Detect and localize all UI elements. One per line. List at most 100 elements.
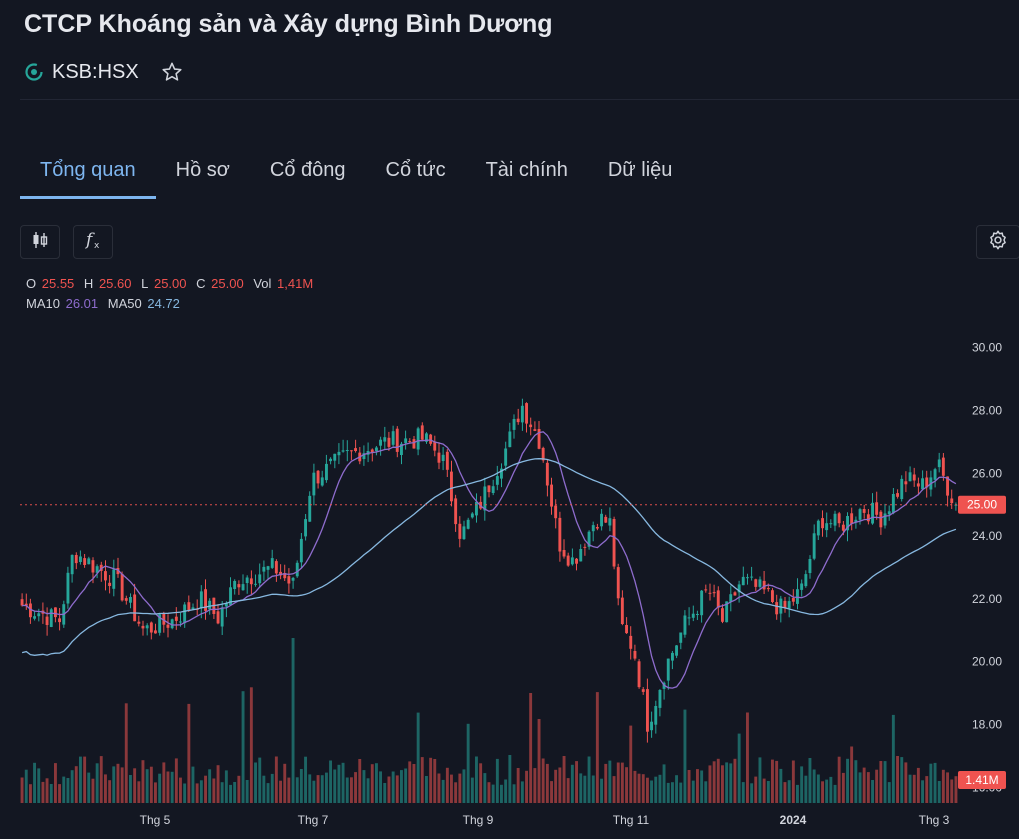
candle-body — [420, 425, 424, 440]
candle-body — [70, 554, 74, 575]
volume-bar — [283, 763, 287, 803]
candle-body — [454, 498, 458, 525]
volume-bar — [58, 784, 61, 803]
chart-type-button[interactable] — [20, 225, 60, 259]
ma50-label: MA50 — [107, 296, 142, 311]
candle-body — [637, 661, 641, 688]
candle-body — [950, 498, 954, 504]
volume-bar — [74, 766, 78, 803]
star-icon[interactable] — [161, 61, 183, 83]
candle-body — [58, 618, 61, 623]
candle-body — [871, 502, 874, 524]
volume-bar — [116, 763, 120, 803]
volume-bar — [800, 766, 804, 803]
volume-bar — [525, 770, 528, 803]
volume-bar — [654, 776, 658, 803]
candle-body — [821, 518, 824, 529]
candle-body — [716, 590, 720, 608]
candle-body — [800, 583, 804, 590]
ma50-value: 24.72 — [147, 296, 180, 311]
candle-body — [391, 431, 395, 445]
volume-bar — [245, 780, 249, 803]
volume-bar — [420, 757, 424, 803]
candle-body — [650, 721, 653, 731]
candle-body — [862, 509, 866, 513]
candle-body — [337, 451, 341, 456]
candle-body — [750, 576, 754, 578]
candle-body — [675, 645, 678, 656]
volume-bar — [946, 772, 949, 803]
candle-body — [691, 613, 695, 618]
volume-bar — [533, 768, 537, 803]
candle-body — [379, 439, 382, 446]
chart-settings-button[interactable] — [976, 225, 1019, 259]
volume-bar — [896, 756, 899, 803]
volume-bar — [550, 781, 553, 803]
candle-body — [504, 448, 508, 466]
volume-bar — [916, 767, 920, 803]
volume-bar — [400, 770, 403, 803]
volume-bar — [462, 769, 466, 803]
volume-bar — [454, 782, 458, 803]
volume-bar — [120, 767, 124, 803]
volume-bar — [508, 755, 512, 803]
volume-bar — [921, 780, 924, 803]
volume-bar — [445, 767, 449, 803]
candle-body — [79, 556, 82, 562]
volume-bar — [591, 775, 595, 803]
candle-body — [879, 511, 883, 528]
low-value: 25.00 — [153, 276, 187, 291]
volume-bar — [41, 781, 45, 803]
volume-bar — [862, 767, 866, 803]
volume-bar — [166, 771, 170, 803]
volume-bar — [725, 762, 729, 803]
candle-body — [866, 514, 870, 522]
volume-bar — [662, 764, 666, 803]
indicators-button[interactable]: f x — [73, 225, 113, 259]
candle-body — [754, 579, 758, 587]
tab-profile[interactable]: Hồ sơ — [175, 159, 230, 181]
volume-bar — [866, 772, 870, 803]
candle-body — [174, 616, 178, 621]
tab-dividends[interactable]: Cổ tức — [385, 159, 446, 181]
tab-shareholders[interactable]: Cổ đông — [269, 159, 346, 181]
volume-bar — [54, 763, 57, 803]
candle-body — [320, 477, 324, 486]
volume-bar — [174, 758, 178, 803]
candle-body — [74, 555, 78, 564]
volume-bar — [816, 774, 820, 803]
candle-body — [837, 513, 841, 524]
y-tick-label: 18.00 — [972, 717, 1002, 731]
candle-body — [587, 531, 591, 547]
volume-bar — [429, 757, 433, 803]
candle-body — [796, 589, 799, 604]
tab-overview[interactable]: Tổng quan — [20, 150, 156, 199]
volume-bar — [941, 769, 945, 803]
price-chart[interactable]: 30.0028.0026.0024.0022.0020.0018.0016.00… — [0, 270, 1019, 839]
candle-body — [462, 526, 466, 540]
tab-data[interactable]: Dữ liệu — [607, 159, 673, 181]
volume-bar — [812, 769, 816, 803]
close-value: 25.00 — [211, 276, 244, 291]
last-price-tag — [958, 495, 1006, 514]
candle-body — [295, 562, 299, 577]
volume-bar — [220, 782, 224, 803]
candle-body — [37, 613, 41, 617]
candle-body — [933, 469, 937, 480]
tab-financials[interactable]: Tài chính — [485, 159, 568, 181]
volume-bar — [354, 772, 357, 803]
volume-bar — [337, 764, 341, 803]
candle-body — [779, 598, 783, 614]
volume-bar — [133, 768, 137, 803]
candle-body — [470, 513, 474, 518]
volume-bar — [191, 766, 195, 803]
candle-body — [483, 486, 487, 511]
volume-bar — [887, 782, 891, 803]
candle-body — [721, 608, 724, 622]
candle-body — [108, 582, 112, 586]
volume-bar — [712, 761, 716, 803]
candle-body — [154, 630, 157, 634]
volume-bar — [350, 777, 353, 803]
volume-bar — [566, 778, 570, 803]
volume-bar — [141, 760, 145, 803]
